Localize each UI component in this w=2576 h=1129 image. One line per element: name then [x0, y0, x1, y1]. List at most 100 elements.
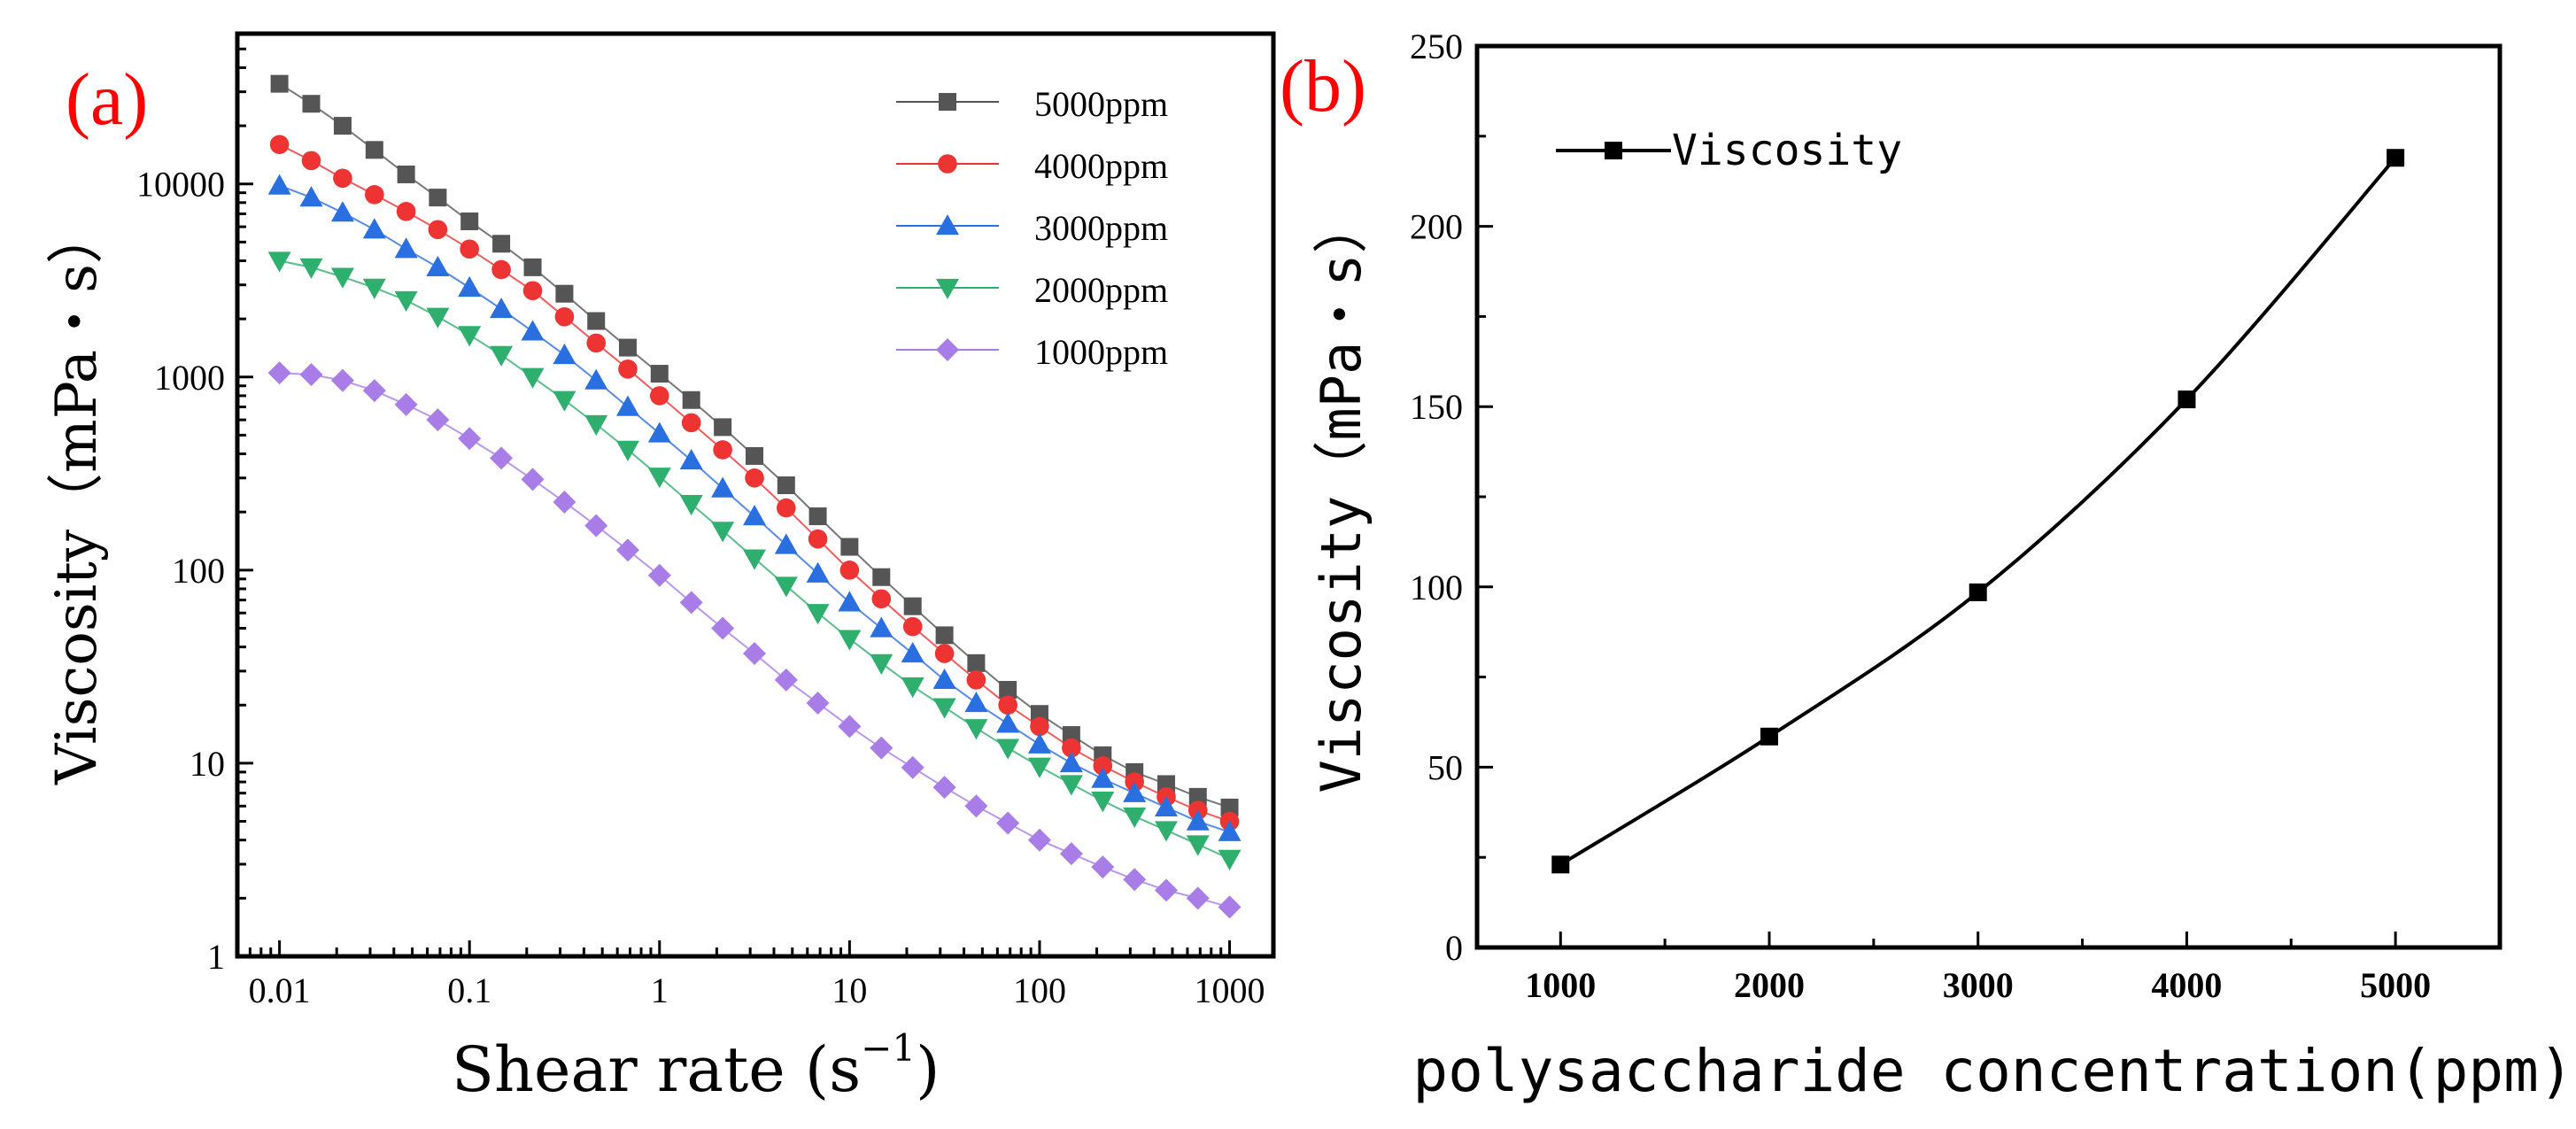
y-tick-label-b: 0 — [1445, 928, 1463, 968]
x-tick-label-b: 4000 — [2151, 965, 2222, 1005]
legend-label-3000ppm: 3000ppm — [1034, 208, 1168, 248]
y-axis-title-a: Viscosity（mPa・s） — [44, 207, 110, 785]
data-point-5000ppm — [777, 476, 795, 495]
data-point-3000ppm — [267, 174, 291, 195]
data-point-3000ppm — [964, 691, 988, 713]
data-point-2000ppm — [838, 630, 862, 651]
x-axis-title-b: polysaccharide concentration(ppm) — [1412, 1037, 2573, 1105]
data-point-1000ppm — [743, 642, 767, 666]
data-point-5000ppm — [555, 284, 574, 303]
ticks-b: 1000 2000 3000 4000 5000 0 50 100 150 200 250 — [1410, 27, 2502, 1005]
data-point-2000ppm — [996, 738, 1020, 760]
data-point-2000ppm — [426, 307, 450, 329]
panel-a: (a) 0.01 0.1 1 10 100 1000 1 10 100 1000 10000 500… — [44, 31, 1276, 1106]
y-tick-label-b: 150 — [1410, 387, 1463, 427]
legend-item-3000ppm: 3000ppm — [896, 208, 1168, 248]
y-tick-label-b: 50 — [1427, 747, 1463, 787]
data-point-2000ppm — [774, 576, 798, 598]
data-point-5000ppm — [1188, 787, 1207, 806]
x-ticks-a: 0.01 0.1 1 10 100 1000 1 10 100 1000 10000 — [136, 32, 1265, 1010]
data-point-1000ppm — [299, 362, 323, 386]
data-point-3000ppm — [711, 476, 735, 498]
data-point-3000ppm — [615, 395, 639, 416]
data-point-Viscosity — [2386, 149, 2405, 167]
data-point-1000ppm — [521, 468, 545, 491]
data-point-2000ppm — [1027, 757, 1051, 778]
data-point-5000ppm — [682, 391, 700, 409]
data-point-1000ppm — [553, 491, 576, 514]
data-point-3000ppm — [774, 533, 798, 554]
x-tick-label-a: 100 — [1013, 970, 1066, 1010]
data-point-4000ppm — [966, 670, 986, 690]
data-point-4000ppm — [522, 281, 543, 301]
data-point-4000ppm — [618, 359, 638, 379]
data-point-4000ppm — [586, 333, 607, 353]
data-point-Viscosity — [1551, 855, 1570, 874]
data-point-2000ppm — [806, 604, 830, 625]
legend-marker-3000ppm — [936, 214, 959, 236]
data-point-2000ppm — [299, 258, 323, 279]
data-point-2000ppm — [584, 414, 608, 437]
data-point-3000ppm — [1027, 732, 1051, 754]
data-point-2000ppm — [1091, 792, 1115, 813]
data-point-1000ppm — [362, 379, 386, 403]
y-tick-label-a: 10000 — [136, 165, 225, 205]
series-5000ppm — [270, 74, 1239, 816]
data-point-5000ppm — [587, 312, 606, 330]
legend-marker-5000ppm — [939, 93, 956, 111]
data-point-2000ppm — [394, 290, 418, 312]
data-point-2000ppm — [647, 468, 671, 489]
data-point-4000ppm — [428, 220, 448, 240]
data-point-1000ppm — [964, 794, 988, 818]
y-axis-title-b: Viscosity（mPa・s） — [1309, 198, 1373, 793]
y-tick-label-b: 100 — [1410, 568, 1463, 607]
legend-item-1000ppm: 1000ppm — [896, 332, 1168, 372]
data-point-1000ppm — [647, 563, 671, 587]
data-point-4000ppm — [871, 589, 892, 609]
data-point-4000ppm — [839, 561, 860, 580]
data-point-4000ppm — [491, 259, 511, 280]
data-point-Viscosity — [1760, 727, 1778, 746]
series-Viscosity — [1551, 149, 2405, 874]
data-point-2000ppm — [362, 278, 386, 299]
data-point-1000ppm — [267, 361, 291, 385]
data-point-5000ppm — [333, 117, 352, 135]
legend-label-5000ppm: 5000ppm — [1034, 84, 1168, 124]
x-tick-label-a: 10 — [832, 970, 867, 1010]
data-point-1000ppm — [394, 392, 418, 416]
data-point-3000ppm — [901, 642, 924, 663]
data-point-5000ppm — [365, 141, 383, 159]
legend-item-4000ppm: 4000ppm — [896, 146, 1168, 186]
series-3000ppm — [267, 174, 1242, 841]
data-point-1000ppm — [1154, 878, 1178, 902]
data-point-2000ppm — [267, 251, 291, 273]
data-point-3000ppm — [806, 561, 830, 583]
data-point-1000ppm — [996, 811, 1020, 835]
data-point-5000ppm — [460, 212, 479, 230]
data-point-3000ppm — [996, 712, 1020, 733]
data-point-4000ppm — [333, 168, 352, 189]
data-point-5000ppm — [492, 235, 511, 253]
y-tick-label-a: 100 — [172, 551, 225, 591]
data-point-5000ppm — [903, 597, 922, 615]
series-group-a — [267, 74, 1242, 919]
data-point-1000ppm — [932, 776, 956, 800]
data-point-2000ppm — [490, 345, 514, 367]
legend-label-1000ppm: 1000ppm — [1034, 332, 1168, 372]
x-tick-label-b: 3000 — [1943, 965, 2014, 1005]
data-point-2000ppm — [1186, 835, 1210, 856]
data-point-5000ppm — [840, 537, 859, 556]
data-point-2000ppm — [1154, 821, 1178, 842]
data-point-2000ppm — [1123, 807, 1147, 829]
data-point-3000ppm — [870, 616, 893, 638]
x-tick-label-a: 1 — [651, 970, 669, 1010]
data-point-5000ppm — [1062, 726, 1080, 745]
x-tick-label-a: 0.1 — [447, 970, 491, 1010]
data-point-2000ppm — [330, 267, 354, 289]
data-point-2000ppm — [1059, 775, 1083, 796]
data-point-2000ppm — [615, 440, 639, 461]
y-tick-label-b: 250 — [1410, 27, 1463, 66]
data-point-1000ppm — [584, 514, 608, 537]
data-point-3000ppm — [1091, 767, 1115, 788]
